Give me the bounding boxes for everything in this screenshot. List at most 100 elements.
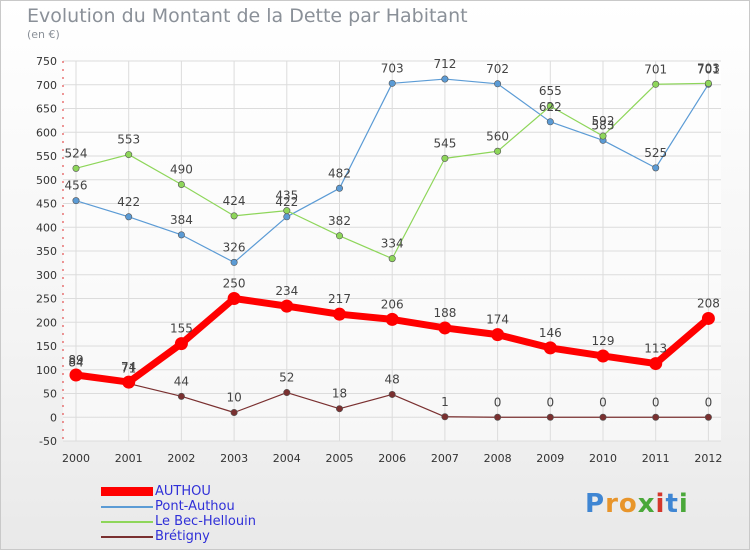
data-label: 435 — [275, 189, 298, 203]
data-label: 490 — [170, 163, 193, 177]
data-label: 74 — [121, 360, 136, 374]
x-tick-label: 2009 — [536, 452, 564, 465]
data-label: 655 — [539, 84, 562, 98]
data-point — [335, 405, 343, 413]
y-tick-label: 600 — [36, 126, 57, 139]
data-label: 89 — [68, 353, 83, 367]
y-tick-label: 150 — [36, 340, 57, 353]
y-tick-label: 0 — [50, 411, 57, 424]
logo-letter: i — [678, 489, 689, 519]
y-tick-label: 700 — [36, 79, 57, 92]
y-tick-label: 750 — [36, 55, 57, 68]
data-point — [283, 389, 291, 397]
data-point — [441, 154, 449, 162]
data-label: 129 — [592, 334, 615, 348]
data-point — [335, 232, 343, 240]
data-point — [543, 341, 557, 355]
data-point — [599, 132, 607, 140]
data-point — [333, 307, 346, 321]
legend-label: Le Bec-Hellouin — [155, 514, 256, 529]
data-label: 0 — [705, 395, 713, 409]
data-point — [230, 212, 238, 220]
data-label: 334 — [381, 237, 404, 251]
data-label: 0 — [599, 395, 607, 409]
data-point — [177, 231, 185, 239]
data-label: 250 — [223, 277, 246, 291]
y-tick-label: 450 — [36, 198, 57, 211]
data-point — [72, 164, 80, 172]
logo-letter: i — [655, 489, 666, 519]
proxiti-logo: Proxiti — [585, 489, 689, 519]
data-point — [230, 408, 238, 416]
data-label: 553 — [117, 133, 140, 147]
data-label: 382 — [328, 214, 351, 228]
data-point — [227, 292, 241, 305]
data-point — [652, 80, 660, 88]
data-label: 206 — [381, 297, 404, 311]
data-label: 456 — [65, 179, 88, 193]
data-point — [704, 79, 712, 87]
x-tick-label: 2007 — [431, 452, 459, 465]
data-point — [388, 79, 396, 87]
data-point — [701, 311, 715, 325]
data-point — [388, 390, 396, 398]
data-point — [385, 312, 399, 326]
data-label: 703 — [697, 61, 720, 75]
data-label: 422 — [117, 195, 140, 209]
data-point — [177, 181, 185, 189]
data-point — [125, 213, 133, 221]
data-label: 113 — [644, 342, 667, 356]
data-label: 524 — [65, 146, 88, 160]
x-tick-label: 2008 — [484, 452, 512, 465]
data-point — [438, 321, 452, 335]
x-tick-label: 2000 — [62, 452, 90, 465]
y-tick-label: 350 — [36, 245, 57, 258]
y-tick-label: 250 — [36, 293, 57, 306]
data-point — [122, 375, 136, 389]
y-tick-label: -50 — [39, 435, 57, 448]
data-label: 326 — [223, 240, 246, 254]
logo-letter: o — [618, 489, 638, 519]
data-label: 701 — [644, 62, 667, 76]
y-tick-label: 50 — [43, 388, 57, 401]
data-point — [546, 102, 554, 110]
x-tick-label: 2005 — [326, 452, 354, 465]
data-label: 701 — [697, 62, 720, 76]
data-point — [441, 413, 449, 421]
data-point — [72, 197, 80, 205]
logo-letter: t — [665, 489, 679, 519]
data-point — [69, 368, 83, 382]
data-label: 712 — [433, 57, 456, 71]
data-label: 84 — [68, 355, 83, 369]
data-label: 188 — [433, 306, 456, 320]
legend-swatch — [101, 521, 153, 523]
data-label: 71 — [121, 362, 136, 376]
data-point — [704, 413, 712, 421]
x-tick-label: 2003 — [220, 452, 248, 465]
legend-label: Pont-Authou — [155, 499, 235, 514]
x-tick-label: 2001 — [115, 452, 143, 465]
data-label: 52 — [279, 371, 294, 385]
legend-label: Brétigny — [155, 529, 210, 544]
data-point — [388, 255, 396, 263]
data-point — [125, 151, 133, 159]
data-label: 482 — [328, 166, 351, 180]
data-point — [283, 207, 291, 215]
data-label: 44 — [174, 374, 189, 388]
data-point — [546, 413, 554, 421]
data-label: 702 — [486, 62, 509, 76]
data-label: 0 — [494, 395, 502, 409]
data-point — [280, 299, 294, 313]
data-point — [599, 413, 607, 421]
data-label: 10 — [226, 391, 241, 405]
x-tick-label: 2010 — [589, 452, 617, 465]
y-tick-label: 300 — [36, 269, 57, 282]
data-label: 155 — [170, 322, 193, 336]
data-label: 1 — [441, 395, 449, 409]
data-label: 545 — [433, 136, 456, 150]
x-tick-label: 2004 — [273, 452, 301, 465]
data-label: 0 — [546, 395, 554, 409]
data-point — [546, 118, 554, 126]
